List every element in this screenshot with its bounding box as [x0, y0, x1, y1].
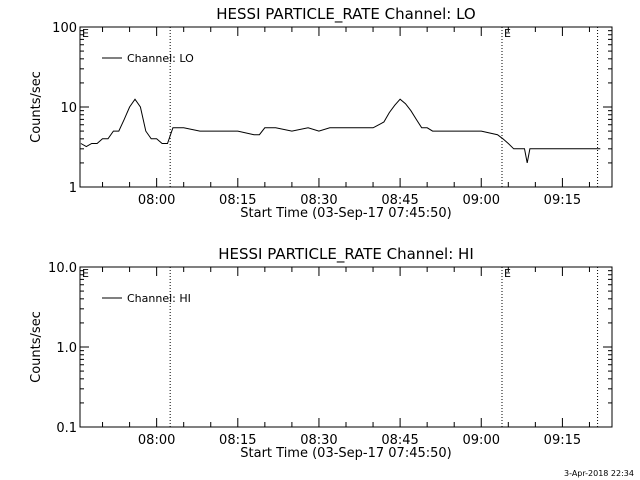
series-line [80, 98, 601, 163]
x-tick-label: 08:45 [381, 193, 418, 208]
x-tick-label: 08:30 [300, 433, 337, 448]
legend-label: Channel: LO [127, 52, 194, 65]
plot-frame [79, 266, 613, 428]
x-tick-label: 08:45 [381, 433, 418, 448]
y-tick-label: 1.0 [56, 341, 77, 356]
y-axis-label: Counts/sec [29, 71, 44, 143]
chart-title: HESSI PARTICLE_RATE Channel: HI [218, 245, 474, 264]
legend-label: Channel: HI [127, 292, 191, 305]
y-tick-label: 0.1 [56, 421, 77, 436]
y-tick-label: 1 [69, 181, 77, 196]
flag-label: E [82, 27, 89, 40]
flag-label: E [504, 27, 511, 40]
x-axis-label: Start Time (03-Sep-17 07:45:50) [240, 206, 451, 221]
y-axis-label: Counts/sec [29, 311, 44, 383]
flag-label: E [504, 267, 511, 280]
footer-date: 3-Apr-2018 22:34 [564, 469, 634, 478]
x-tick-label: 09:15 [544, 193, 581, 208]
x-tick-label: 09:00 [463, 433, 500, 448]
x-tick-label: 08:30 [300, 193, 337, 208]
x-tick-label: 08:00 [138, 433, 175, 448]
x-tick-label: 08:15 [219, 433, 256, 448]
flag-label: E [82, 267, 89, 280]
y-tick-label: 100 [52, 21, 77, 36]
x-axis-label: Start Time (03-Sep-17 07:45:50) [240, 446, 451, 461]
plot-frame [79, 26, 613, 188]
x-tick-label: 09:15 [544, 433, 581, 448]
y-tick-label: 10.0 [48, 261, 77, 276]
x-tick-label: 08:15 [219, 193, 256, 208]
x-tick-label: 09:00 [463, 193, 500, 208]
chart-title: HESSI PARTICLE_RATE Channel: LO [216, 5, 475, 24]
x-tick-label: 08:00 [138, 193, 175, 208]
y-tick-label: 10 [60, 101, 77, 116]
